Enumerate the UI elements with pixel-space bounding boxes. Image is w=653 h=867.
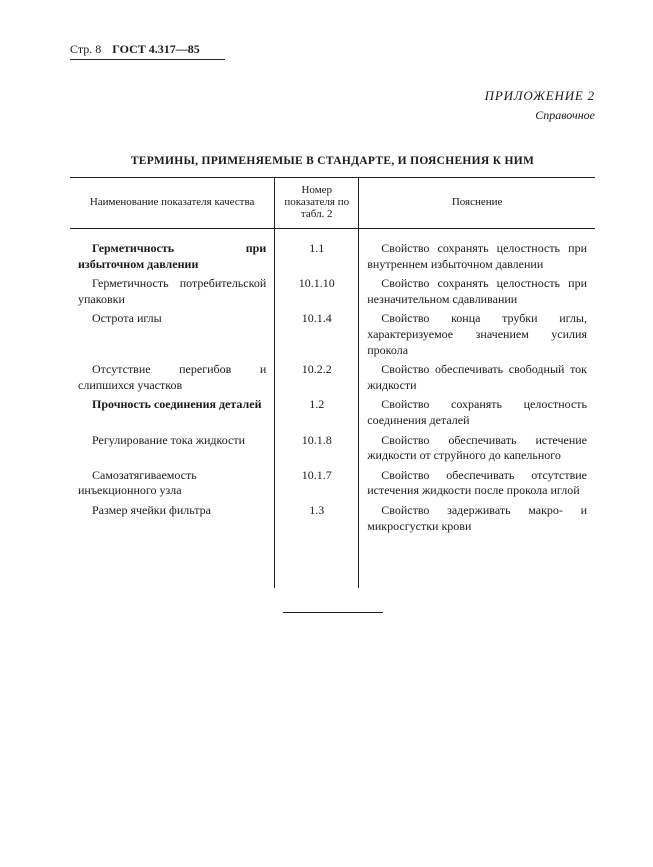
term-name: Самозатягиваемость инъекционного узла — [78, 468, 197, 498]
page-header: Стр. 8 ГОСТ 4.317—85 — [70, 42, 595, 57]
term-name: Острота иглы — [92, 311, 162, 325]
term-name: Герметичность при избыточном давлении — [78, 241, 266, 271]
term-desc-cell: Свойство сохранять целостность при незна… — [359, 274, 595, 309]
term-number-cell: 10.1.8 — [275, 431, 359, 466]
term-desc: Свойство обеспечивать отсутствие истечен… — [367, 468, 587, 498]
term-name: Регулирование тока жидкости — [92, 433, 245, 447]
term-desc: Свойство задерживать макро- и микросгуст… — [367, 503, 587, 533]
table-row: Размер ячейки фильтра 1.3 Свойство задержи… — [70, 501, 595, 536]
table-row: Прочность соединения деталей 1.2 Свойство … — [70, 395, 595, 430]
table-row: Регулирование тока жидкости 10.1.8 Свойств… — [70, 431, 595, 466]
term-desc: Свойство сохранять целостность при внутр… — [367, 241, 587, 271]
term-number-cell: 1.3 — [275, 501, 359, 536]
table-row: Герметичность потребительской упаковки 10… — [70, 274, 595, 309]
term-desc: Свойство конца трубки иглы, характеризуе… — [367, 311, 587, 356]
term-number-cell: 10.1.10 — [275, 274, 359, 309]
term-desc: Свойство обеспечивать свободный ток жидк… — [367, 362, 587, 392]
term-name-cell: Герметичность потребительской упаковки — [70, 274, 275, 309]
gost-code: ГОСТ 4.317—85 — [112, 42, 200, 56]
col-header-num: Номер показателя по табл. 2 — [275, 178, 359, 229]
term-name-cell: Прочность соединения деталей — [70, 395, 275, 430]
term-name-cell: Острота иглы — [70, 309, 275, 360]
term-desc-cell: Свойство сохранять целостность соединени… — [359, 395, 595, 430]
term-name-cell: Отсутствие перегибов и слипшихся участко… — [70, 360, 275, 395]
term-name: Размер ячейки фильтра — [92, 503, 211, 517]
table-row: Герметичность при избыточном давлении 1.1… — [70, 239, 595, 274]
term-desc-cell: Свойство задерживать макро- и микросгуст… — [359, 501, 595, 536]
table-row: Острота иглы 10.1.4Свойство конца трубки … — [70, 309, 595, 360]
document-page: Стр. 8 ГОСТ 4.317—85 ПРИЛОЖЕНИЕ 2 Справо… — [0, 0, 653, 867]
terms-table: Наименование показателя качества Номер п… — [70, 177, 595, 588]
term-number-cell: 1.2 — [275, 395, 359, 430]
term-desc-cell: Свойство конца трубки иглы, характеризуе… — [359, 309, 595, 360]
table-row: Отсутствие перегибов и слипшихся участко… — [70, 360, 595, 395]
term-name-cell: Регулирование тока жидкости — [70, 431, 275, 466]
col-header-name: Наименование показателя качества — [70, 178, 275, 229]
term-desc-cell: Свойство сохранять целостность при внутр… — [359, 239, 595, 274]
term-number-cell: 10.1.4 — [275, 309, 359, 360]
appendix-title: ПРИЛОЖЕНИЕ 2 — [70, 88, 595, 104]
term-desc: Свойство сохранять целостность соединени… — [367, 397, 587, 427]
page-number-label: Стр. 8 — [70, 42, 101, 56]
end-rule — [283, 612, 383, 613]
term-desc-cell: Свойство обеспечивать отсутствие истечен… — [359, 466, 595, 501]
term-name-cell: Герметичность при избыточном давлении — [70, 239, 275, 274]
term-name: Прочность соединения деталей — [92, 397, 262, 411]
table-header-row: Наименование показателя качества Номер п… — [70, 178, 595, 229]
col-header-desc: Пояснение — [359, 178, 595, 229]
section-title: ТЕРМИНЫ, ПРИМЕНЯЕМЫЕ В СТАНДАРТЕ, И ПОЯС… — [70, 155, 595, 167]
table-row: Самозатягиваемость инъекционного узла 10.… — [70, 466, 595, 501]
term-desc: Свойство обеспечивать истечение жидкости… — [367, 433, 587, 463]
term-name-cell: Размер ячейки фильтра — [70, 501, 275, 536]
header-rule — [70, 59, 225, 60]
term-name: Герметичность потребительской упаковки — [78, 276, 266, 306]
term-name-cell: Самозатягиваемость инъекционного узла — [70, 466, 275, 501]
term-number-cell: 10.1.7 — [275, 466, 359, 501]
term-desc-cell: Свойство обеспечивать свободный ток жидк… — [359, 360, 595, 395]
term-desc: Свойство сохранять целостность при незна… — [367, 276, 587, 306]
term-number-cell: 1.1 — [275, 239, 359, 274]
term-name: Отсутствие перегибов и слипшихся участко… — [78, 362, 266, 392]
term-number-cell: 10.2.2 — [275, 360, 359, 395]
term-desc-cell: Свойство обеспечивать истечение жидкости… — [359, 431, 595, 466]
appendix-subtitle: Справочное — [70, 108, 595, 123]
